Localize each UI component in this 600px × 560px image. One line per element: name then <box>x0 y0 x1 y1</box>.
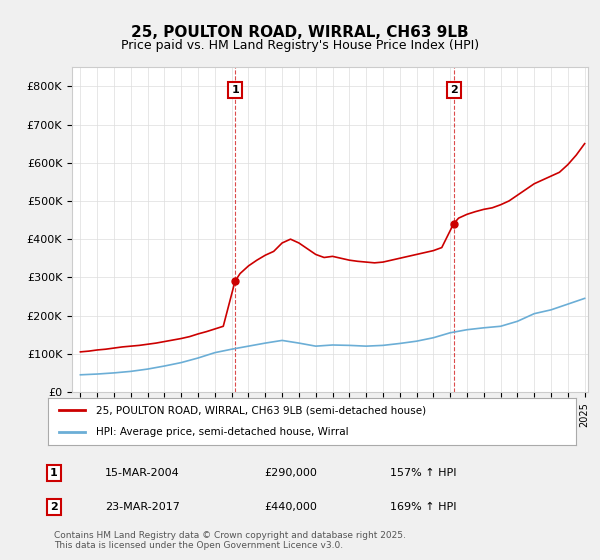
Text: 25, POULTON ROAD, WIRRAL, CH63 9LB (semi-detached house): 25, POULTON ROAD, WIRRAL, CH63 9LB (semi… <box>95 405 425 416</box>
Text: 157% ↑ HPI: 157% ↑ HPI <box>390 468 457 478</box>
Text: HPI: Average price, semi-detached house, Wirral: HPI: Average price, semi-detached house,… <box>95 427 348 437</box>
Text: 2: 2 <box>450 85 458 95</box>
Text: 1: 1 <box>232 85 239 95</box>
Text: 23-MAR-2017: 23-MAR-2017 <box>105 502 180 512</box>
Text: £290,000: £290,000 <box>264 468 317 478</box>
Text: £440,000: £440,000 <box>264 502 317 512</box>
Text: Contains HM Land Registry data © Crown copyright and database right 2025.
This d: Contains HM Land Registry data © Crown c… <box>54 530 406 550</box>
Text: 169% ↑ HPI: 169% ↑ HPI <box>390 502 457 512</box>
Text: 1: 1 <box>50 468 58 478</box>
Text: 2: 2 <box>50 502 58 512</box>
Text: 25, POULTON ROAD, WIRRAL, CH63 9LB: 25, POULTON ROAD, WIRRAL, CH63 9LB <box>131 25 469 40</box>
Text: 15-MAR-2004: 15-MAR-2004 <box>105 468 180 478</box>
Text: Price paid vs. HM Land Registry's House Price Index (HPI): Price paid vs. HM Land Registry's House … <box>121 39 479 52</box>
